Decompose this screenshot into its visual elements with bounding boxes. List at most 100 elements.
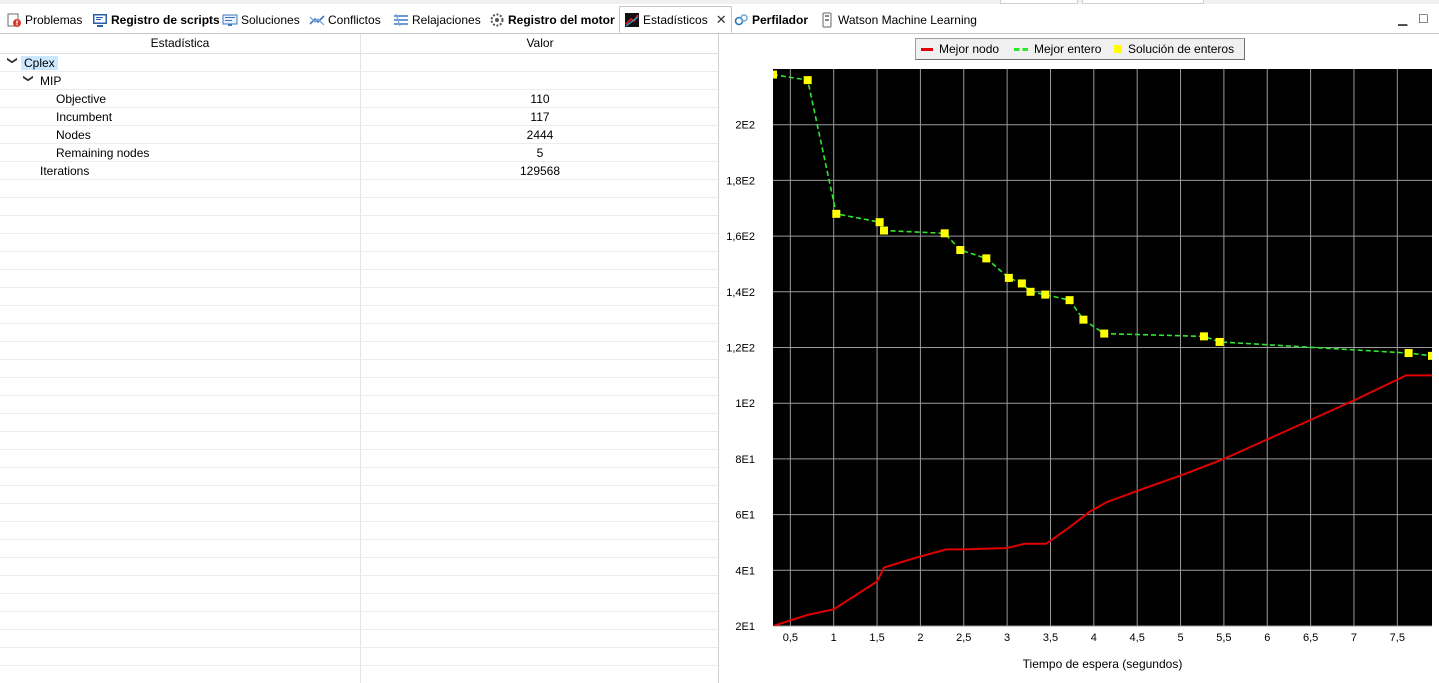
maximize-icon[interactable]: ☐ xyxy=(1418,12,1429,26)
integer-solution-point xyxy=(1199,332,1208,341)
tab-label: Registro del motor xyxy=(508,12,615,27)
integer-solution-point xyxy=(1215,337,1224,346)
integer-solution-point xyxy=(1017,279,1026,288)
y-tick-label: 8E1 xyxy=(735,454,755,466)
x-tick-label: 3,5 xyxy=(1043,632,1058,644)
problems-icon xyxy=(7,13,21,27)
table-row[interactable]: ❯ Cplex xyxy=(0,54,718,72)
tab-label: Estadísticos xyxy=(643,12,708,27)
x-tick-label: 7 xyxy=(1351,632,1357,644)
script-log-icon xyxy=(93,13,107,27)
statistic-name: Cplex xyxy=(21,56,58,70)
table-header: Estadística Valor xyxy=(0,34,718,54)
chevron-down-icon[interactable]: ❯ xyxy=(22,74,34,83)
table-row[interactable]: Objective 110 xyxy=(0,90,718,108)
engine-log-icon xyxy=(490,13,504,26)
empty-table-row xyxy=(0,342,718,360)
empty-table-row xyxy=(0,414,718,432)
legend-label: Solución de enteros xyxy=(1128,42,1235,56)
column-separator xyxy=(360,34,361,683)
tab-label: Soluciones xyxy=(241,12,300,27)
empty-table-row xyxy=(0,486,718,504)
tab-label: Problemas xyxy=(25,12,83,27)
empty-table-row xyxy=(0,432,718,450)
empty-table-row xyxy=(0,324,718,342)
integer-solution-point xyxy=(940,229,949,238)
table-row[interactable]: Incumbent 117 xyxy=(0,108,718,126)
table-row[interactable]: Iterations 129568 xyxy=(0,162,718,180)
chevron-down-icon[interactable]: ❯ xyxy=(6,56,18,65)
tab-perfilador[interactable]: Perfilador xyxy=(733,7,808,32)
tab-registro-de-scripts[interactable]: Registro de scripts xyxy=(92,7,220,32)
x-tick-label: 4,5 xyxy=(1130,632,1145,644)
table-row[interactable]: ❯ MIP xyxy=(0,72,718,90)
y-tick-label: 1,8E2 xyxy=(726,175,755,187)
x-tick-label: 1,5 xyxy=(869,632,884,644)
legend-label: Mejor entero xyxy=(1034,42,1102,56)
tab-registro-del-motor[interactable]: Registro del motor xyxy=(489,7,615,32)
statistic-value: 2444 xyxy=(526,128,554,142)
integer-solution-point xyxy=(1404,349,1413,358)
x-tick-label: 3 xyxy=(1004,632,1010,644)
line-chart: 0,5 1 1,5 2 2,5 3 3,5 4 4,5 5 5,5 6 6,5 7 7,5 2E1 4E1 6E1… xyxy=(726,69,1432,671)
statistic-value: 117 xyxy=(530,110,550,124)
top-strip-segment xyxy=(1082,0,1204,4)
column-header-value[interactable]: Valor xyxy=(526,36,554,50)
column-header-statistic[interactable]: Estadística xyxy=(150,36,210,50)
tab-estadisticos[interactable]: Estadísticos ✕ xyxy=(619,6,732,33)
empty-table-row xyxy=(0,594,718,612)
y-tick-label: 2E1 xyxy=(735,621,755,633)
integer-solution-point xyxy=(773,70,777,79)
empty-table-row xyxy=(0,450,718,468)
y-tick-label: 4E1 xyxy=(735,565,755,577)
empty-table-row xyxy=(0,360,718,378)
x-tick-label: 7,5 xyxy=(1390,632,1405,644)
integer-solution-point xyxy=(879,226,888,235)
tab-soluciones[interactable]: Soluciones xyxy=(222,7,300,32)
statistic-name: Objective xyxy=(56,92,107,106)
legend-swatch-solid xyxy=(921,47,933,51)
tab-conflictos[interactable]: Conflictos xyxy=(309,7,381,32)
empty-table-row xyxy=(0,180,718,198)
empty-table-row xyxy=(0,396,718,414)
relaxations-icon xyxy=(394,13,408,26)
empty-table-row xyxy=(0,306,718,324)
legend-swatch-dashed xyxy=(1014,47,1028,51)
y-tick-label: 1,2E2 xyxy=(726,343,755,355)
statistic-value: 129568 xyxy=(519,164,561,178)
solutions-icon xyxy=(222,14,238,26)
y-tick-label: 1,4E2 xyxy=(726,287,755,299)
legend-swatch-marker xyxy=(1114,45,1122,53)
tab-label: Relajaciones xyxy=(412,12,481,27)
minimize-icon[interactable]: ▁ xyxy=(1398,12,1408,26)
close-icon[interactable]: ✕ xyxy=(715,11,727,27)
statistics-chart-pane: Mejor nodo Mejor entero Solución de ente… xyxy=(720,34,1439,683)
statistics-icon xyxy=(625,12,639,27)
integer-solution-point xyxy=(1004,273,1013,282)
empty-table-row xyxy=(0,666,718,683)
legend-item-mejor-nodo: Mejor nodo xyxy=(921,42,999,56)
statistic-name: Iterations xyxy=(40,164,90,178)
empty-table-row xyxy=(0,612,718,630)
integer-solution-point xyxy=(1428,351,1432,360)
integer-solution-point xyxy=(803,76,812,85)
tab-watson-machine-learning[interactable]: Watson Machine Learning xyxy=(819,7,977,32)
statistic-value: 110 xyxy=(530,92,550,106)
tab-problemas[interactable]: Problemas xyxy=(6,7,82,32)
conflicts-icon xyxy=(309,14,325,25)
empty-table-row xyxy=(0,468,718,486)
profiler-icon xyxy=(734,13,748,25)
top-strip-segment xyxy=(1000,0,1078,4)
table-row[interactable]: Remaining nodes 5 xyxy=(0,144,718,162)
empty-table-row xyxy=(0,522,718,540)
empty-table-row xyxy=(0,504,718,522)
statistic-name: MIP xyxy=(40,74,62,88)
empty-table-row xyxy=(0,540,718,558)
y-tick-label: 6E1 xyxy=(735,510,755,522)
y-tick-label: 1,6E2 xyxy=(726,231,755,243)
table-row[interactable]: Nodes 2444 xyxy=(0,126,718,144)
x-tick-label: 1 xyxy=(831,632,837,644)
x-tick-label: 0,5 xyxy=(783,632,798,644)
tab-label: Conflictos xyxy=(328,12,381,27)
tab-relajaciones[interactable]: Relajaciones xyxy=(393,7,481,32)
